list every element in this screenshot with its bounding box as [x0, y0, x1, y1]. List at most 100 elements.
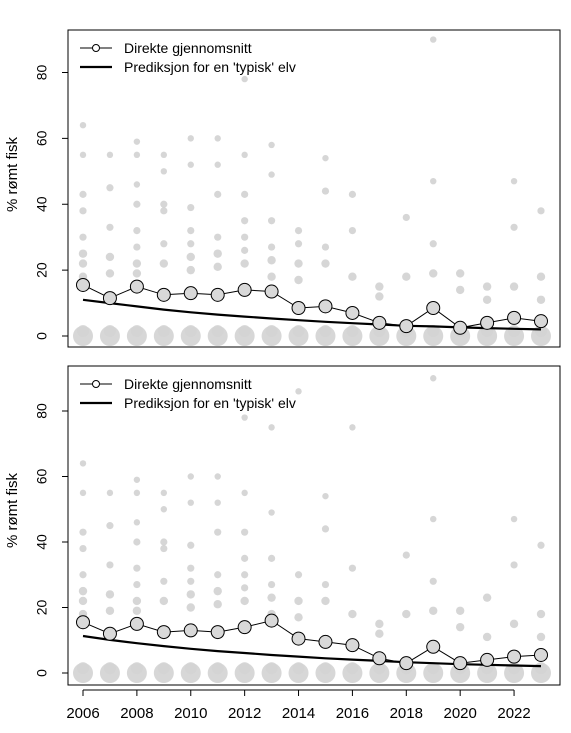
legend-label-prediction: Prediksjon for en 'typisk' elv	[124, 395, 296, 411]
river-point	[267, 243, 276, 251]
direct-mean-point	[453, 320, 468, 335]
river-point	[106, 223, 114, 231]
direct-mean-point	[129, 616, 144, 631]
direct-mean-point	[102, 291, 117, 306]
y-tick-label: 80	[34, 65, 50, 81]
river-point	[187, 161, 194, 168]
river-point	[187, 135, 194, 142]
river-point	[132, 259, 142, 268]
river-point	[241, 489, 248, 497]
zero-cluster-point	[211, 662, 224, 675]
zero-cluster-point	[238, 662, 251, 675]
river-point	[536, 272, 546, 281]
river-point	[133, 489, 141, 497]
y-axis-label: % rømt fisk	[4, 137, 21, 212]
river-point	[268, 424, 275, 431]
river-point	[160, 151, 168, 159]
direct-mean-point	[480, 315, 495, 330]
river-point	[241, 528, 249, 536]
river-point	[482, 593, 492, 602]
river-point	[455, 622, 465, 632]
direct-mean-point	[534, 314, 548, 329]
river-point	[187, 473, 194, 480]
zero-cluster-point	[238, 325, 251, 338]
river-point	[267, 217, 276, 225]
legend-label-direct: Direkte gjennomsnitt	[124, 376, 252, 392]
x-tick-label: 2010	[174, 705, 207, 722]
river-point	[429, 606, 438, 615]
prediction-line	[82, 298, 542, 331]
direct-mean-point	[453, 656, 468, 671]
river-point	[187, 541, 195, 549]
y-axis-label: % rømt fisk	[4, 473, 21, 548]
river-point	[321, 580, 330, 589]
river-point	[241, 554, 249, 562]
y-tick-label: 0	[34, 332, 50, 340]
river-point	[241, 233, 249, 241]
zero-cluster-point	[103, 325, 116, 338]
river-point	[78, 596, 88, 606]
zero-cluster-point	[130, 325, 143, 338]
zero-cluster-point	[103, 662, 116, 675]
river-point	[79, 544, 87, 553]
direct-mean-point	[426, 301, 441, 316]
direct-mean-point	[129, 279, 144, 294]
river-point	[213, 249, 222, 258]
direct-mean-point	[156, 287, 171, 302]
zero-cluster-point	[427, 325, 440, 338]
river-point	[186, 252, 195, 262]
river-point	[214, 571, 222, 579]
river-point	[79, 233, 87, 241]
zero-cluster-point	[157, 325, 170, 338]
river-point	[375, 292, 384, 301]
river-point	[133, 181, 141, 188]
river-point	[267, 256, 276, 265]
river-point	[133, 200, 141, 208]
x-tick-label: 2018	[390, 705, 423, 722]
river-point	[160, 506, 168, 513]
direct-mean-point	[291, 301, 306, 316]
river-point	[267, 272, 276, 281]
river-point	[482, 295, 492, 304]
river-point	[537, 207, 545, 215]
river-point	[160, 168, 168, 175]
zero-cluster-point	[184, 325, 197, 338]
zero-cluster-point	[265, 662, 278, 675]
river-point	[159, 596, 169, 606]
direct-mean-point	[534, 647, 548, 662]
river-point	[213, 586, 222, 596]
river-point	[186, 603, 195, 612]
river-point	[536, 632, 546, 642]
river-point	[294, 227, 303, 235]
river-point	[106, 522, 114, 530]
river-point	[294, 275, 303, 285]
river-point	[241, 75, 248, 83]
river-point	[79, 571, 87, 579]
direct-mean-point	[210, 625, 225, 640]
x-tick-label: 2022	[497, 705, 530, 722]
river-point	[429, 577, 437, 585]
river-point	[241, 217, 249, 225]
river-point	[160, 538, 168, 546]
river-point	[321, 525, 330, 533]
direct-mean-point	[399, 656, 414, 671]
river-point	[186, 590, 195, 599]
river-point	[133, 138, 141, 145]
river-point	[105, 606, 115, 615]
direct-mean-point	[318, 634, 333, 649]
river-point	[348, 190, 357, 198]
river-point	[294, 571, 303, 579]
river-point	[268, 509, 275, 516]
river-point	[79, 489, 87, 497]
direct-mean-point	[399, 319, 414, 334]
river-point	[455, 269, 465, 278]
river-point	[79, 528, 87, 536]
river-point	[214, 473, 221, 480]
river-point	[295, 388, 302, 395]
direct-mean-point	[237, 282, 252, 297]
y-tick-label: 40	[34, 534, 50, 550]
river-point	[214, 499, 221, 506]
zero-cluster-point	[346, 325, 359, 338]
river-point	[160, 489, 168, 497]
direct-mean-point	[156, 625, 171, 640]
